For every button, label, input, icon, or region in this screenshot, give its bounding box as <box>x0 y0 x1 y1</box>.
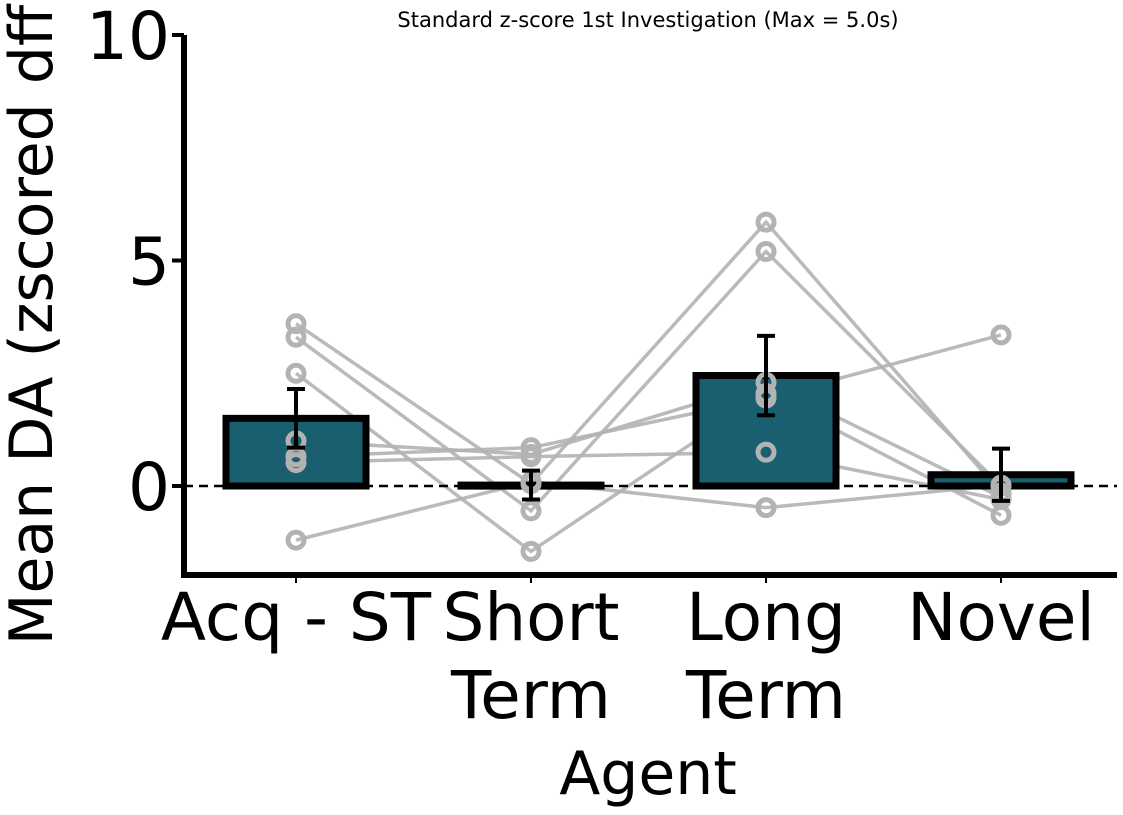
subject-point <box>520 446 542 468</box>
y-tick-label: 5 <box>128 224 170 301</box>
subject-point <box>520 540 542 562</box>
x-axis-label: Agent <box>559 739 737 809</box>
subject-point <box>520 437 542 459</box>
subject-point <box>755 240 777 262</box>
y-ticks: 0 5 10 <box>86 0 184 526</box>
subject-line <box>294 371 1002 554</box>
y-tick-label: 0 <box>128 449 170 526</box>
subject-line <box>295 450 1002 502</box>
subject-point <box>285 362 307 384</box>
subject-line <box>295 380 1002 499</box>
individual-subjects <box>294 219 1003 554</box>
subject-point <box>285 326 307 348</box>
subject-line <box>294 248 1003 514</box>
x-tick-label: Short Term <box>442 579 619 734</box>
subject-point <box>990 324 1012 346</box>
y-tick-label: 10 <box>86 0 170 75</box>
subject-point <box>520 500 542 522</box>
subject-point <box>285 529 307 551</box>
x-tick-label: Long Term <box>685 579 846 734</box>
x-tick-label: Novel <box>907 579 1095 656</box>
error-bars <box>285 211 1012 562</box>
y-axis-label: Mean DA (zscored dff <box>0 3 67 645</box>
subject-point <box>285 452 307 474</box>
chart-title: Standard z-score 1st Investigation (Max … <box>397 8 898 32</box>
subject-point <box>755 441 777 463</box>
subject-line <box>295 333 1002 459</box>
x-tick-label: Acq - ST <box>161 579 432 656</box>
x-ticks: Acq - ST Short Term Long Term Novel <box>161 575 1095 734</box>
subject-line <box>295 479 1002 542</box>
subject-point <box>755 497 777 519</box>
subject-point <box>755 211 777 233</box>
subject-line <box>295 219 1003 494</box>
axes <box>181 35 1117 578</box>
